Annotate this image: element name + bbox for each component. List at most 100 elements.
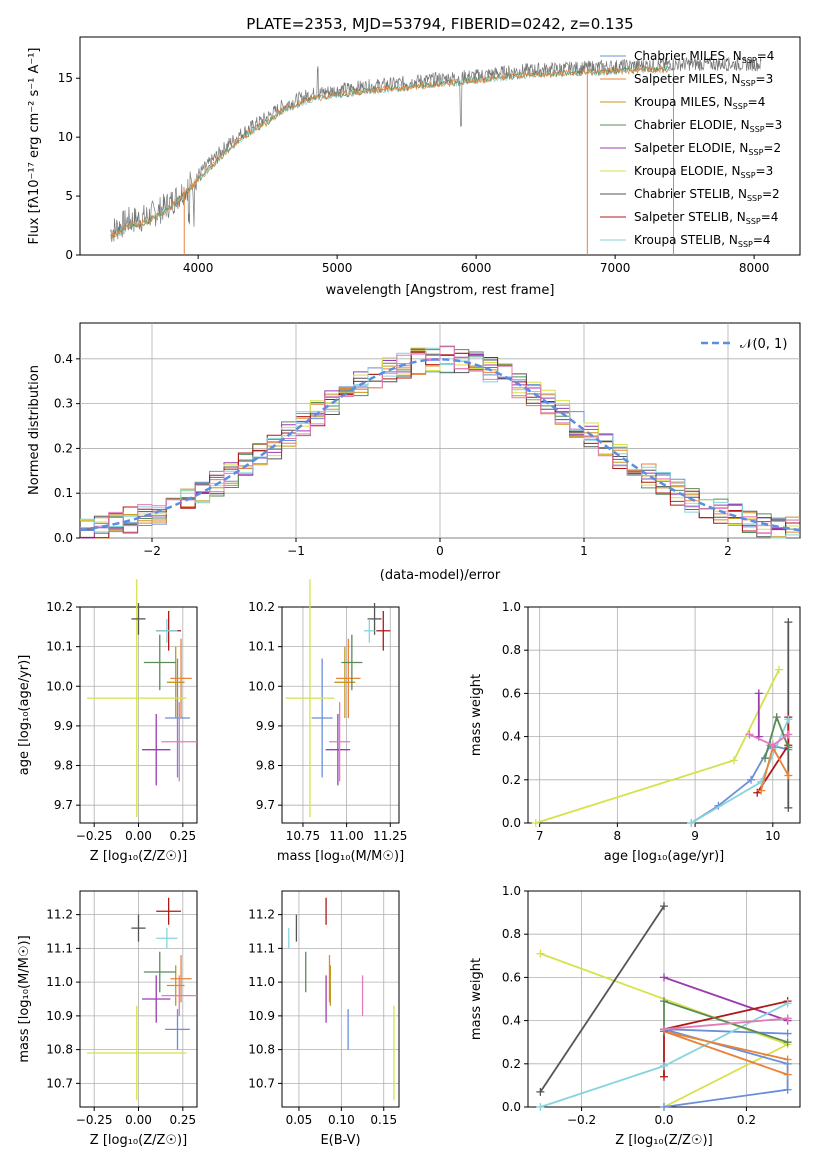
x-tick-label: 8000 [739,261,770,275]
x-tick-label: −2 [143,544,161,558]
weight-line [663,976,788,1022]
weight-line [535,669,780,824]
weight-marker [783,1055,792,1064]
weight-marker [772,713,781,722]
observed-spectrum [110,56,762,242]
x-tick-label: 7 [536,829,544,843]
weight-marker [783,999,792,1008]
y-tick-label: 10.1 [248,640,275,654]
x-tick-label: 7000 [600,261,631,275]
legend-label: Chabrier ELODIE, NSSP=3 [634,118,782,134]
spectrum-x-ticks: 4000 5000 6000 7000 8000 [183,255,770,275]
spectrum-lines [110,56,762,255]
y-tick-label: 0.8 [502,643,521,657]
weight-marker [768,741,777,750]
weight-vs-z-panel: −0.2 0.0 0.2 0.0 0.2 0.4 0.6 0.8 1.0 Z [log₁₀(Z/Z… [469,884,801,1148]
y-tick-label: 0.4 [54,352,73,366]
legend-label: Salpeter ELODIE, NSSP=2 [634,141,781,157]
y-tick-label: 11.2 [248,908,275,922]
weight-marker [775,665,784,674]
y-tick-label: 1.0 [502,600,521,614]
x-axis-label: E(B-V) [320,1133,360,1148]
x-axis-label: mass [log₁₀(M/M☉)] [277,849,404,864]
x-tick-label: 0.0 [654,1113,673,1127]
y-tick-label: 0.0 [54,531,73,545]
x-axis-label: age [log₁₀(age/yr)] [604,849,725,864]
x-axis-label: Z [log₁₀(Z/Z☉)] [90,849,187,864]
weight-marker [784,730,793,739]
y-tick-label: 9.9 [256,719,275,733]
x-tick-label: 0 [436,544,444,558]
y-tick-label: 11.0 [248,975,275,989]
y-tick-label: 10.1 [46,640,73,654]
y-tick-label: 11.1 [248,941,275,955]
spectrum-ylabel: Flux [fλ10⁻¹⁷ erg cm⁻² s⁻¹ A⁻¹] [27,48,42,245]
y-tick-label: 0.0 [502,816,521,830]
residual-y-ticks: 0.0 0.1 0.2 0.3 0.4 [54,352,80,545]
residual-x-ticks: −2 −1 0 1 2 [143,538,732,558]
weight-marker [660,1061,668,1070]
weight-marker [784,743,793,752]
y-axis-label: age [log₁₀(age/yr)] [17,655,32,776]
weight-marker [783,1070,792,1079]
x-tick-label: 10.75 [286,829,320,843]
weight-marker [531,819,540,827]
y-tick-label: 9.8 [256,759,275,773]
y-tick-label: 11.1 [46,941,73,955]
y-tick-label: 15 [58,71,73,85]
weight-line [539,905,665,1093]
y-tick-label: 0.1 [54,486,73,500]
x-tick-label: 4000 [183,261,214,275]
y-tick-label: 0.4 [502,1014,521,1028]
x-tick-label: 0.25 [169,829,196,843]
axes-frame [79,890,198,1108]
y-tick-label: 0.4 [502,730,521,744]
weight-marker [536,1103,545,1111]
legend-label: Kroupa ELODIE, NSSP=3 [634,164,773,180]
x-tick-label: 1 [580,544,588,558]
y-tick-label: 0.8 [502,927,521,941]
x-tick-label: 0.00 [125,829,152,843]
x-tick-label: −0.25 [76,1113,113,1127]
weight-marker [660,973,668,982]
age-vs-mass-panel: 10.75 11.00 11.25 9.7 9.8 9.9 10.0 10.1 10.2 mass… [248,579,407,864]
y-axis-label: mass weight [469,958,484,1040]
spectrum-axes [79,36,801,256]
x-tick-label: 8 [614,829,622,843]
y-tick-label: 10.8 [248,1043,275,1057]
weight-marker [784,618,793,627]
mass-vs-ebv-panel: 0.05 0.10 0.15 10.7 10.8 10.9 11.0 11.1 11.2 E(B-… [248,890,400,1148]
legend-label: Kroupa MILES, NSSP=4 [634,95,765,111]
weight-vs-age-panel: 7 8 9 10 0.0 0.2 0.4 0.6 0.8 1.0 age [log₁₀(age/yr… [469,600,801,864]
axes-frame [281,890,400,1108]
x-axis-label: Z [log₁₀(Z/Z☉)] [90,1133,187,1148]
y-tick-label: 0 [65,248,73,262]
y-tick-label: 10.0 [46,679,73,693]
legend-label: Chabrier STELIB, NSSP=2 [634,187,780,203]
x-axis-label: Z [log₁₀(Z/Z☉)] [615,1133,712,1148]
x-tick-label: 0.2 [737,1113,756,1127]
weight-marker [747,775,756,784]
spectrum-title: PLATE=2353, MJD=53794, FIBERID=0242, z=0… [246,15,633,33]
y-tick-label: 9.8 [54,759,73,773]
weight-marker [660,1072,668,1081]
axes-frame [281,606,400,824]
y-tick-label: 10 [58,130,73,144]
y-axis-label: mass weight [469,674,484,756]
y-tick-label: 10.8 [46,1043,73,1057]
y-axis-label: mass [log₁₀(M/M☉)] [17,935,32,1062]
x-tick-label: −0.25 [76,829,113,843]
x-tick-label: 2 [724,544,732,558]
x-tick-label: 0.05 [286,1113,313,1127]
y-tick-label: 1.0 [502,884,521,898]
normal-legend-label: 𝒩(0, 1) [740,337,787,352]
weight-marker [687,819,696,827]
spectrum-panel: PLATE=2353, MJD=53794, FIBERID=0242, z=0… [27,15,801,298]
legend-label: Kroupa STELIB, NSSP=4 [634,233,771,249]
y-tick-label: 0.2 [502,773,521,787]
y-tick-label: 5 [65,189,73,203]
weight-marker [660,902,668,911]
weight-marker [536,949,545,958]
axes-frame [527,606,801,824]
weight-marker [757,786,766,795]
